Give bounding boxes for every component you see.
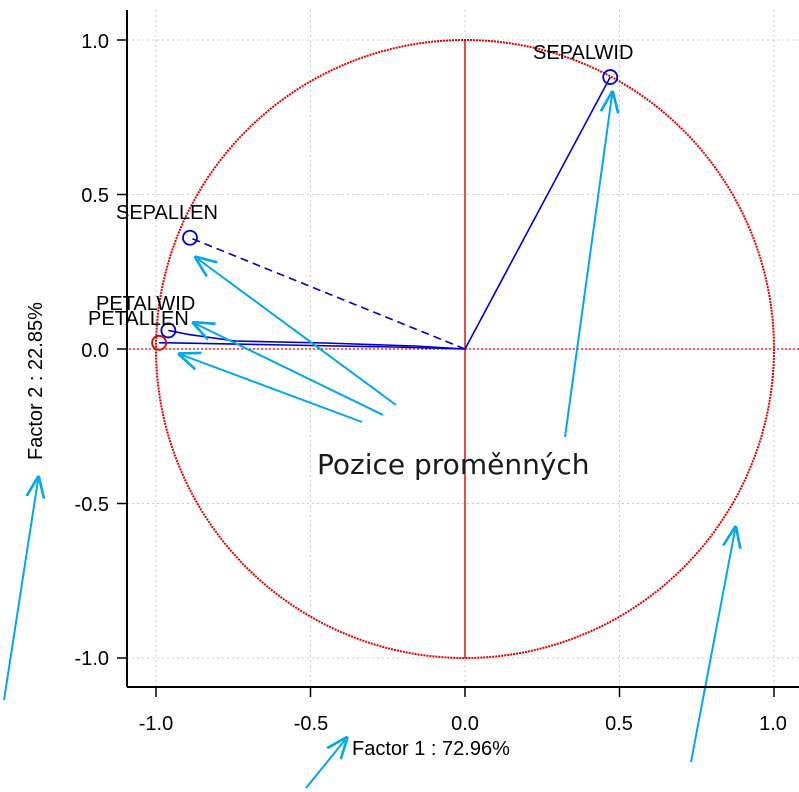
callout-arrow-sepallen <box>198 259 397 406</box>
callout-arrow-petallen <box>182 355 363 423</box>
y-axis-title: Factor 2 : 22.85% <box>25 302 47 460</box>
y-tick-label: 1.0 <box>81 31 109 53</box>
y-tick-label: 0.5 <box>81 185 109 207</box>
point-label-sepallen: SEPALLEN <box>116 202 218 224</box>
callout-arrow-ylabel <box>3 480 38 701</box>
point-label-petallen: PETALLEN <box>88 308 189 330</box>
x-tick-label: 0.5 <box>605 713 633 735</box>
callout-arrow-xlabel <box>305 740 345 789</box>
point-petallen <box>151 334 167 351</box>
x-tick-label: 1.0 <box>759 713 787 735</box>
callout-arrow-sepalwid <box>564 95 612 438</box>
annotation-pozice: Pozice proměnných <box>317 448 590 481</box>
x-tick-label: -0.5 <box>294 713 328 735</box>
point-sepalwid <box>602 69 619 85</box>
point-label-sepalwid: SEPALWID <box>533 42 633 64</box>
vector-sepalwid <box>464 76 611 350</box>
axis-ticks <box>117 39 775 697</box>
point-petalwid <box>160 322 177 339</box>
vector-petalwid <box>168 329 466 350</box>
callout-arrows <box>3 95 735 789</box>
variable-vectors <box>151 69 619 351</box>
callout-arrow-petalwid <box>196 324 384 416</box>
point-label-petalwid: PETALWID <box>96 293 195 315</box>
vector-sepallen <box>189 237 466 350</box>
y-tick-label: 0.0 <box>81 340 109 362</box>
y-tick-label: -1.0 <box>75 648 109 670</box>
point-sepallen <box>182 229 198 246</box>
x-axis-title: Factor 1 : 72.96% <box>352 738 510 760</box>
y-tick-label: -0.5 <box>75 494 109 516</box>
callout-arrow-circle <box>690 530 735 763</box>
x-tick-label: 0.0 <box>451 713 479 735</box>
x-tick-label: -1.0 <box>139 713 173 735</box>
